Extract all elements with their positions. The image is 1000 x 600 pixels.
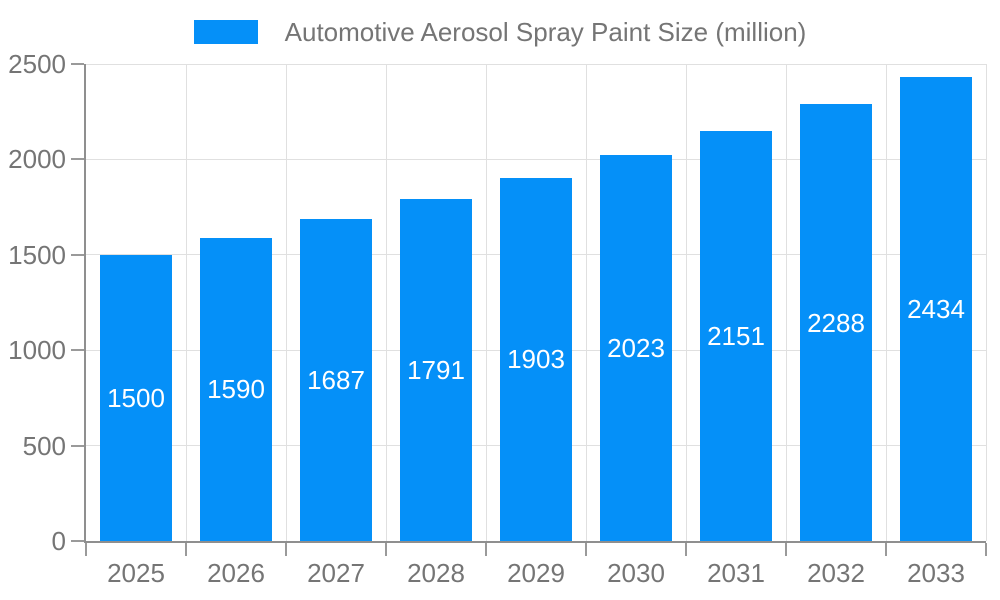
gridline-vertical [285, 64, 287, 541]
bar: 1590 [200, 237, 272, 541]
plot-area: 0 500 1000 1500 2000 2500 1500 2025 1590 2026 1687… [8, 49, 987, 588]
gridline-vertical [385, 64, 387, 541]
bar-value-label: 2023 [607, 333, 665, 363]
x-axis-tick [185, 543, 187, 556]
bar: 2023 [600, 155, 672, 541]
gridline-vertical [885, 64, 887, 541]
bar: 1500 [100, 254, 172, 541]
legend[interactable]: Automotive Aerosol Spray Paint Size (mil… [0, 19, 1000, 45]
x-axis-tick-label: 2027 [307, 558, 365, 588]
y-axis-line [84, 64, 86, 543]
x-axis-line [84, 541, 986, 543]
gridline-vertical [185, 64, 187, 541]
x-axis-tick [985, 543, 987, 556]
x-axis-tick [85, 543, 87, 556]
bar-value-label: 1590 [207, 374, 265, 405]
bar: 2434 [900, 76, 972, 541]
bar-value-label: 1791 [407, 355, 465, 386]
bar: 1903 [500, 177, 572, 541]
y-axis-tick-label: 0 [51, 526, 66, 556]
bar: 1791 [400, 199, 472, 541]
gridline-vertical [685, 64, 687, 541]
y-axis-tick-label: 2000 [8, 144, 66, 175]
y-axis-tick [71, 253, 84, 256]
bar: 2288 [800, 104, 872, 541]
x-axis-tick-label: 2031 [707, 558, 765, 588]
bar: 2151 [700, 130, 772, 541]
x-axis-tick [885, 543, 887, 556]
y-axis-tick [71, 540, 84, 542]
y-axis-tick-label: 500 [22, 430, 66, 461]
x-axis-tick-label: 2028 [407, 558, 465, 588]
x-axis-tick [685, 543, 687, 556]
x-axis-tick [485, 543, 487, 556]
y-axis-tick-label: 1500 [8, 239, 66, 270]
bar-value-label: 2434 [907, 293, 965, 324]
gridline-horizontal [86, 63, 986, 65]
gridline-vertical [585, 64, 587, 541]
y-axis-tick [71, 444, 84, 447]
bar-value-label: 2151 [707, 320, 765, 351]
bar-value-label: 1687 [307, 365, 365, 396]
bar-value-label: 2288 [807, 307, 865, 338]
legend-swatch [193, 20, 258, 44]
y-axis-tick [71, 63, 84, 65]
y-axis-tick-label: 2500 [8, 49, 66, 79]
x-axis-tick [285, 543, 287, 556]
x-axis-tick-label: 2030 [607, 558, 665, 588]
y-axis-tick [71, 349, 84, 352]
x-axis-tick [385, 543, 387, 556]
gridline-horizontal [86, 158, 986, 160]
x-axis-tick-label: 2025 [107, 558, 165, 588]
legend-label: Automotive Aerosol Spray Paint Size (mil… [284, 17, 807, 47]
x-axis-tick [585, 543, 587, 556]
gridline-vertical [785, 64, 787, 541]
bar-value-label: 1500 [107, 382, 165, 413]
bar: 1687 [300, 219, 372, 541]
x-axis-tick [785, 543, 787, 556]
x-axis-tick-label: 2029 [507, 558, 565, 588]
bar-value-label: 1903 [507, 344, 565, 375]
gridline-vertical [985, 64, 987, 541]
x-axis-tick-label: 2032 [807, 558, 865, 588]
x-axis-tick-label: 2026 [207, 558, 265, 588]
x-axis-tick-label: 2033 [907, 558, 965, 588]
y-axis-tick-label: 1000 [8, 335, 66, 366]
gridline-vertical [485, 64, 487, 541]
y-axis-tick [71, 158, 84, 161]
